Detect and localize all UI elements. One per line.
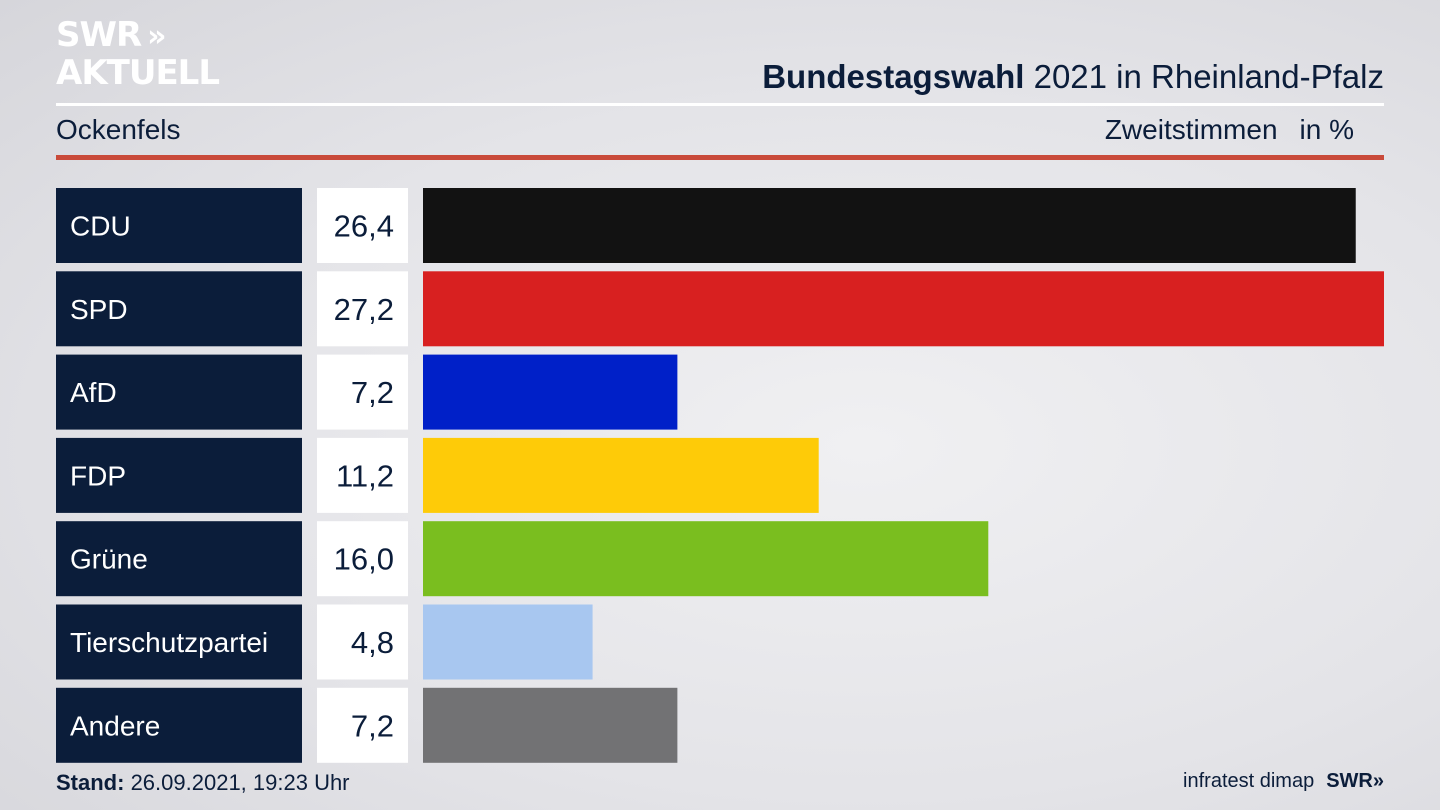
value-box-tierschutzpartei <box>317 604 408 680</box>
value-box-andere <box>317 687 408 763</box>
source-name: infratest dimap <box>1183 770 1315 792</box>
value-label-tierschutzpartei: 4,8 <box>351 625 394 660</box>
party-label-andere: Andere <box>70 710 160 741</box>
value-label-fdp: 11,2 <box>336 458 394 493</box>
value-label-andere: 7,2 <box>351 708 394 743</box>
party-label-box-afd <box>56 354 302 430</box>
party-label-afd: AfD <box>70 377 117 408</box>
party-label-box-fdp <box>56 437 302 513</box>
value-label-gr-ne: 16,0 <box>334 542 394 577</box>
swr-small-logo: SWR» <box>1326 770 1384 792</box>
bar-fdp <box>423 437 819 513</box>
bar-afd <box>423 354 678 430</box>
party-label-tierschutzpartei: Tierschutzpartei <box>70 627 268 658</box>
logo-line-aktuell: AKTUELL <box>56 53 220 93</box>
party-label-box-tierschutzpartei <box>56 604 302 680</box>
timestamp-value: 26.09.2021, 19:23 Uhr <box>124 770 350 795</box>
bar-tierschutzpartei <box>423 604 593 680</box>
metric-unit: in % <box>1299 114 1354 145</box>
metric-label: Zweitstimmen in % <box>1105 114 1354 146</box>
party-label-gr-ne: Grüne <box>70 544 148 575</box>
party-label-fdp: FDP <box>70 460 126 491</box>
timestamp-label: Stand: <box>56 770 125 795</box>
chart-title-bold: Bundestagswahl <box>762 58 1025 95</box>
party-label-box-andere <box>56 687 302 763</box>
swr-aktuell-logo: SWR» AKTUELL <box>56 18 226 90</box>
source-credit: infratest dimap SWR» <box>1183 770 1384 793</box>
value-box-gr-ne <box>317 521 408 597</box>
value-label-afd: 7,2 <box>351 375 394 410</box>
chart-title: Bundestagswahl 2021 in Rheinland-Pfalz <box>762 58 1384 96</box>
logo-line-swr: SWR» <box>56 15 167 55</box>
bar-cdu <box>423 188 1356 263</box>
party-label-cdu: CDU <box>70 211 131 242</box>
bar-gr-ne <box>423 521 989 597</box>
timestamp: Stand: 26.09.2021, 19:23 Uhr <box>56 770 350 796</box>
value-box-fdp <box>317 437 408 513</box>
value-label-cdu: 26,4 <box>334 209 394 244</box>
party-label-spd: SPD <box>70 294 128 325</box>
party-label-box-spd <box>56 271 302 347</box>
value-box-cdu <box>317 188 408 263</box>
value-box-afd <box>317 354 408 430</box>
bar-spd <box>423 271 1384 347</box>
party-label-box-gr-ne <box>56 521 302 597</box>
chart-title-rest: 2021 in Rheinland-Pfalz <box>1024 58 1384 95</box>
region-label: Ockenfels <box>56 114 181 145</box>
accent-divider <box>56 155 1384 160</box>
header-divider <box>56 103 1384 106</box>
value-label-spd: 27,2 <box>334 292 394 327</box>
party-label-box-cdu <box>56 188 302 263</box>
metric-name: Zweitstimmen <box>1104 114 1278 145</box>
bar-andere <box>423 687 678 763</box>
value-box-spd <box>317 271 408 347</box>
